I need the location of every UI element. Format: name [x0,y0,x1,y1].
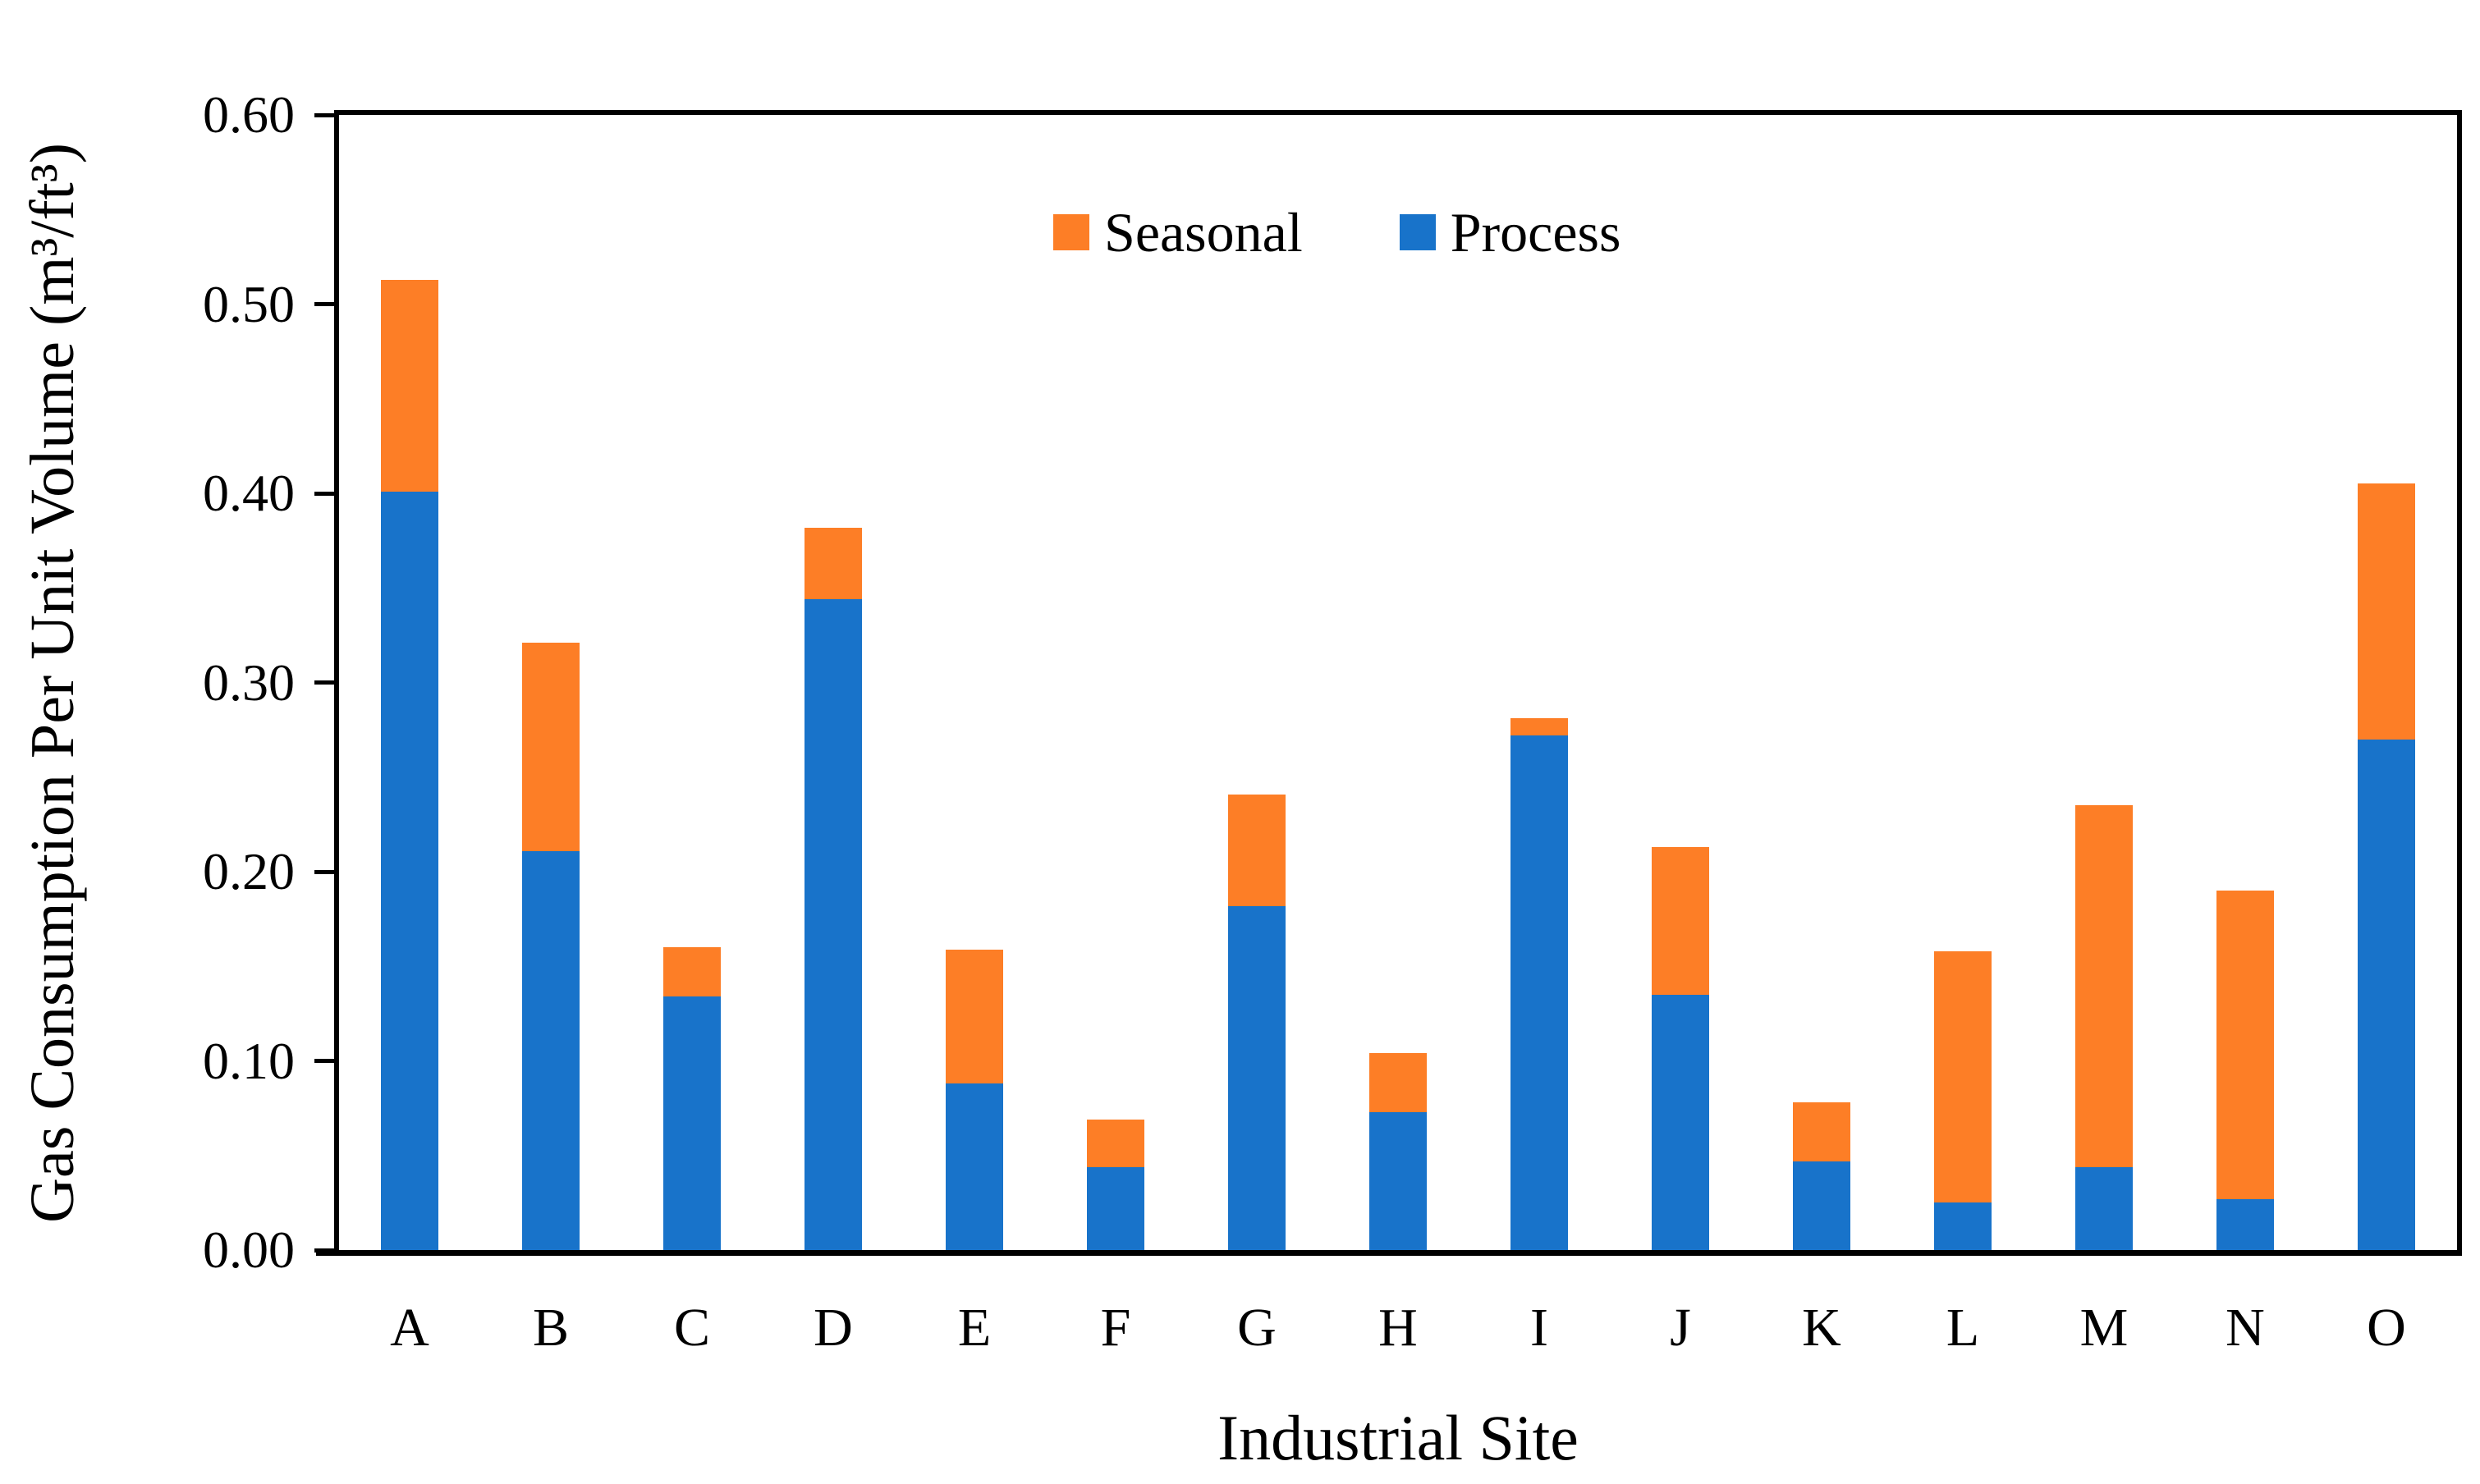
bar-segment-seasonal-K [1793,1102,1850,1161]
bar-segment-process-K [1793,1161,1850,1250]
bar-segment-process-G [1228,905,1286,1250]
legend-swatch-seasonal [1053,214,1089,250]
x-axis-category-label-G: G [1237,1298,1277,1358]
bar-segment-process-F [1087,1166,1144,1250]
bar-segment-process-H [1369,1111,1427,1250]
y-axis-tick [314,112,334,117]
bar-segment-seasonal-D [805,527,862,600]
bar-segment-seasonal-G [1228,794,1286,906]
y-axis-tick-label: 0.60 [203,85,295,144]
y-axis-tick [314,302,334,306]
x-axis-category-label-N: N [2226,1298,2265,1358]
bar-segment-seasonal-B [522,643,580,851]
y-axis-tick-label: 0.00 [203,1221,295,1279]
bar-segment-seasonal-N [2216,891,2274,1199]
y-axis-tick [314,1059,334,1063]
bar-segment-process-I [1510,735,1568,1250]
bar-segment-process-C [663,996,721,1250]
bar-segment-process-L [1934,1202,1992,1250]
x-axis-category-label-B: B [532,1298,570,1358]
bar-segment-process-N [2216,1198,2274,1250]
bar-segment-process-E [946,1083,1003,1250]
x-axis-category-label-O: O [2367,1298,2406,1358]
y-axis-tick-label: 0.10 [203,1031,295,1090]
x-axis-category-label-E: E [957,1298,992,1358]
legend-label-seasonal: Seasonal [1104,201,1303,263]
bar-segment-seasonal-H [1369,1053,1427,1112]
bar-segment-process-B [522,850,580,1250]
legend: Seasonal Process [1053,204,1620,261]
bar-segment-process-J [1652,994,1709,1250]
y-axis-tick-label: 0.40 [203,464,295,522]
x-axis-category-label-C: C [673,1298,711,1358]
plot-border-right [2457,110,2462,1256]
x-axis-title: Industrial Site [1217,1402,1579,1473]
legend-label-process: Process [1450,201,1621,263]
bar-segment-seasonal-M [2075,805,2133,1167]
x-axis-category-label-L: L [1946,1298,1980,1358]
y-axis-tick-label: 0.20 [203,842,295,900]
x-axis-category-label-A: A [390,1298,429,1358]
x-axis-line [316,1250,2462,1256]
bar-segment-process-D [805,599,862,1250]
bar-segment-seasonal-J [1652,847,1709,995]
y-axis-tick [314,869,334,874]
bar-segment-seasonal-O [2358,483,2415,740]
bar-segment-process-M [2075,1166,2133,1250]
y-axis-line [334,110,339,1256]
y-axis-tick-label: 0.50 [203,274,295,333]
plot-border-top [334,110,2462,115]
x-axis-category-label-D: D [814,1298,853,1358]
y-axis-title: Gas Consumption Per Unit Volume (m³/ft³) [18,143,87,1223]
bar-segment-seasonal-E [946,949,1003,1084]
x-axis-category-label-I: I [1530,1298,1548,1358]
bar-segment-seasonal-C [663,947,721,997]
legend-item-process: Process [1399,201,1621,263]
bar-segment-seasonal-A [381,279,438,492]
x-axis-category-label-K: K [1802,1298,1841,1358]
bar-segment-process-O [2358,739,2415,1250]
x-axis-category-label-J: J [1670,1298,1691,1358]
bar-segment-seasonal-I [1510,718,1568,736]
y-axis-tick-label: 0.30 [203,653,295,712]
bar-segment-seasonal-L [1934,950,1992,1203]
bar-segment-seasonal-F [1087,1119,1144,1167]
legend-item-seasonal: Seasonal [1053,204,1303,261]
legend-swatch-process [1399,214,1436,250]
x-axis-category-label-H: H [1378,1298,1418,1358]
bar-segment-process-A [381,491,438,1250]
y-axis-tick [314,491,334,496]
y-axis-tick [314,1248,334,1253]
plot-area [339,115,2457,1250]
x-axis-category-label-F: F [1100,1298,1131,1358]
y-axis-tick [314,680,334,685]
x-axis-category-label-M: M [2079,1298,2129,1358]
